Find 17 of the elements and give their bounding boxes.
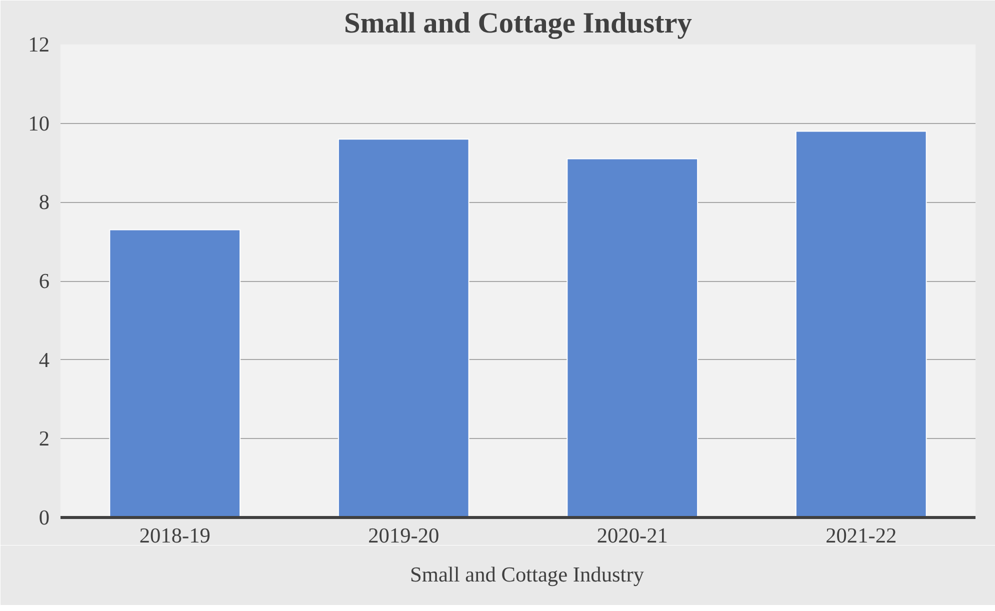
text: Small and Cottage Industry — [410, 562, 644, 588]
y-tick-label: 8 — [38, 190, 50, 214]
y-tick-label: 2 — [38, 426, 50, 451]
bar — [338, 138, 470, 518]
bar — [566, 158, 698, 518]
y-tick-label: 10 — [28, 111, 50, 136]
chart-title: Small and Cottage Industry — [344, 8, 692, 40]
x-tick-label: 2019-20 — [368, 524, 440, 548]
y-tick-label: 6 — [38, 269, 50, 293]
bar — [109, 229, 241, 518]
bar — [795, 130, 927, 518]
y-tick-label: 12 — [28, 32, 50, 56]
x-tick-label: 2021-22 — [826, 524, 897, 548]
x-tick-label: 2020-21 — [596, 524, 668, 548]
y-tick-label: 0 — [38, 506, 50, 530]
y-tick-label: 4 — [38, 348, 50, 372]
x-tick-label: 2018-19 — [139, 524, 210, 548]
